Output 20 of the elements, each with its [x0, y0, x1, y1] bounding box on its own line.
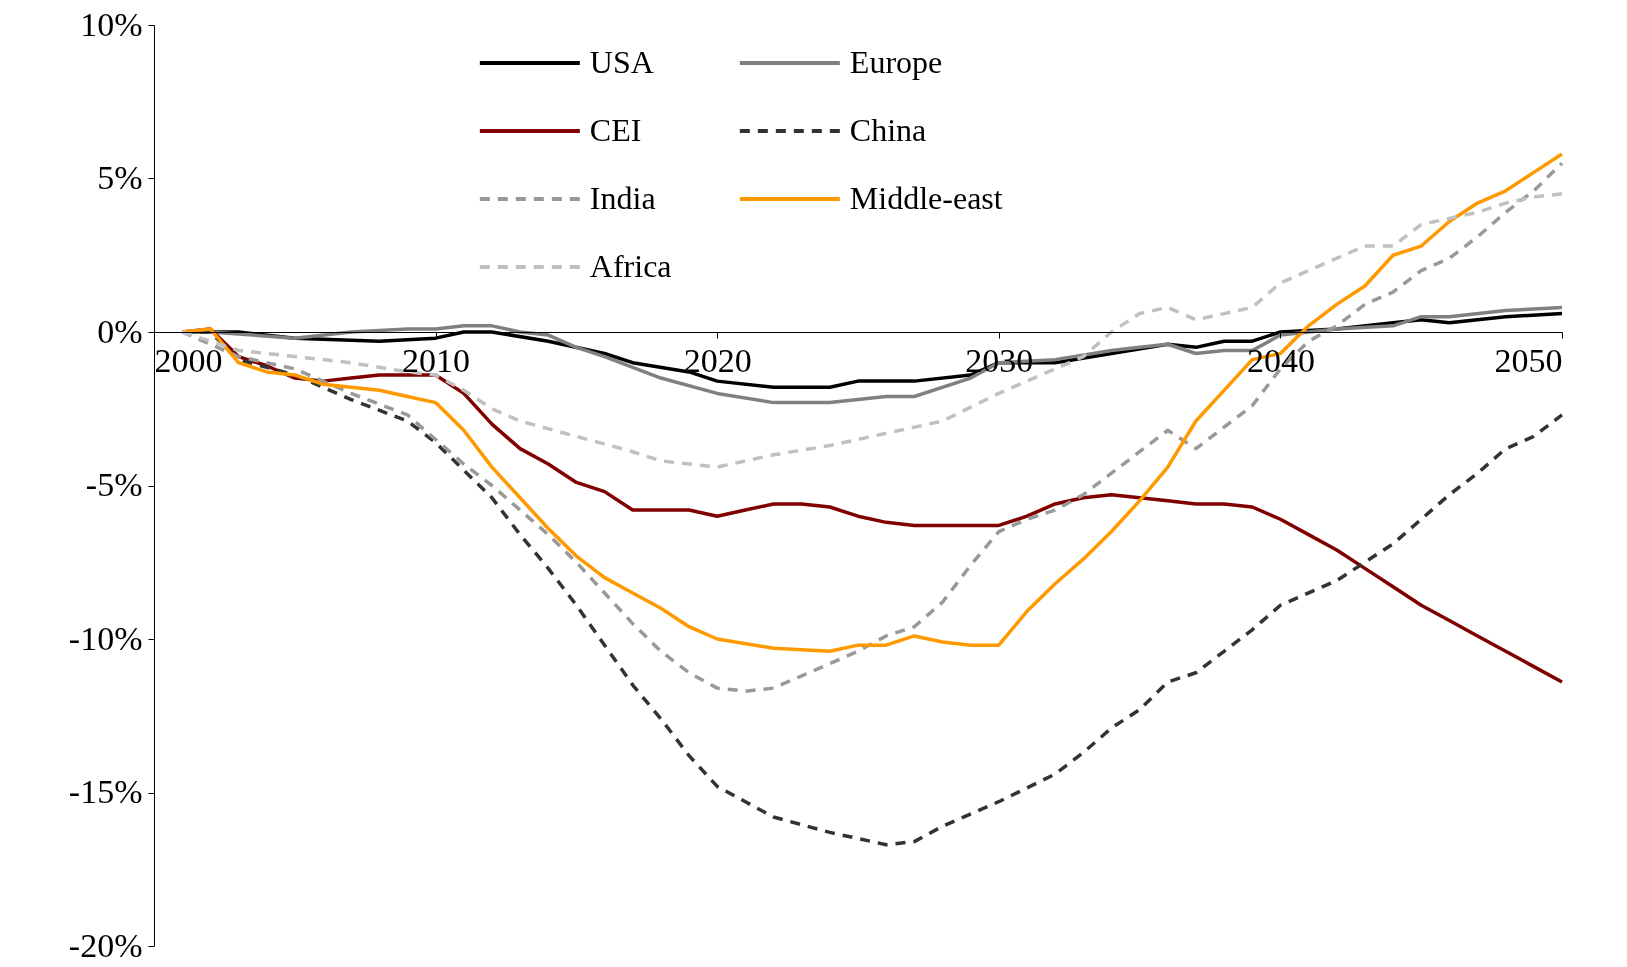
x-tick-label: 2010: [402, 341, 471, 379]
x-tick-label: 2030: [965, 341, 1034, 379]
y-tick-label: -15%: [68, 773, 143, 810]
y-tick-label: -20%: [68, 926, 143, 964]
y-tick-label: -5%: [85, 466, 143, 503]
y-tick-label: -10%: [68, 619, 143, 657]
y-tick-label: 5%: [97, 159, 143, 196]
legend-label: India: [589, 180, 656, 216]
legend-label: Europe: [849, 44, 943, 80]
x-tick-label: 2020: [683, 341, 752, 379]
y-tick-label: 10%: [80, 5, 143, 43]
legend-label: Middle-east: [849, 180, 1003, 216]
legend-label: Africa: [589, 248, 672, 284]
x-tick-label: 2050: [1494, 341, 1563, 379]
x-tick-label: 2040: [1246, 341, 1315, 379]
legend-label: CEI: [589, 112, 642, 148]
y-tick-label: 0%: [97, 312, 143, 350]
x-tick-label: 2000: [154, 341, 223, 379]
legend-label: China: [849, 112, 927, 148]
legend-label: USA: [589, 44, 654, 80]
